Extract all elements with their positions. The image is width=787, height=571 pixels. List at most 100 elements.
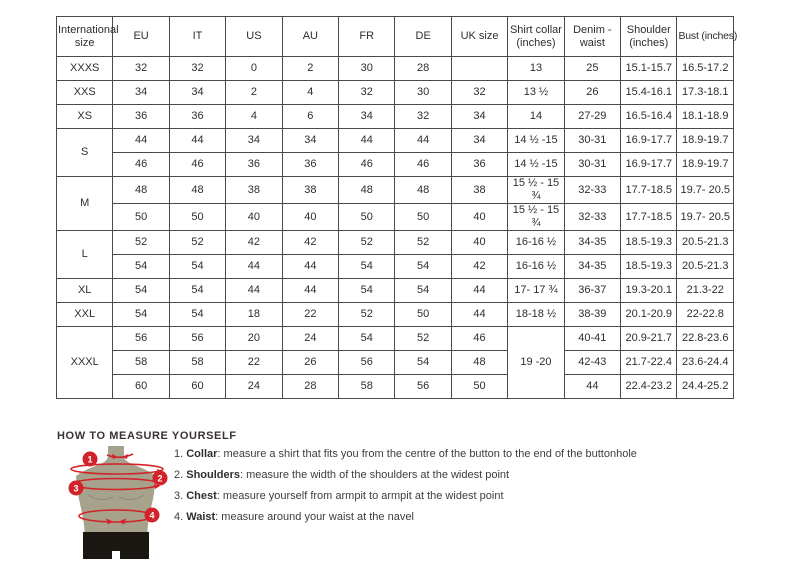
table-cell: 32: [168, 56, 227, 81]
table-cell: 30-31: [563, 128, 622, 153]
table-cell: XXXL: [55, 326, 114, 399]
table-cell: 34-35: [563, 230, 622, 255]
arrowhead: [106, 518, 113, 525]
measure-item-label: Shoulders: [186, 469, 241, 481]
table-row: M 48 48 38 38 48 48 38 15 ½ - 15 ¾ 32-33 17.7-18.5…: [55, 176, 734, 231]
table-cell: 14 ½ -15: [507, 128, 565, 153]
table-cell: 18: [225, 302, 283, 327]
table-cell: XXXS: [55, 56, 114, 81]
header-cell: IT: [168, 16, 227, 57]
table-cell: 18.9-19.7: [676, 128, 734, 153]
size-chart-body: XXXS 32 32 0 2 30 28 13 25 15.1-15.7 16.5-17.2 XXS 3…: [55, 56, 734, 399]
table-cell: 38: [450, 176, 509, 204]
table-cell: 16-16 ½: [507, 230, 565, 255]
table-cell: 34: [112, 80, 170, 105]
table-cell: 36: [168, 104, 227, 129]
table-cell: 56: [112, 326, 170, 351]
measure-item-label: Waist: [186, 511, 216, 523]
table-cell: 28: [281, 374, 340, 399]
table-cell: 2: [225, 80, 283, 105]
table-cell: 4: [225, 104, 283, 129]
table-cell: 19.7- 20.5: [676, 203, 734, 231]
table-cell: 32-33: [563, 176, 622, 204]
table-cell: 50: [168, 203, 227, 231]
measure-item-label: Chest: [186, 490, 217, 502]
size-chart-table: International size EU IT US AU FR DE UK size Shi…: [55, 16, 737, 399]
table-cell: M: [55, 176, 114, 231]
table-cell: 58: [112, 350, 170, 375]
header-cell: EU: [112, 16, 170, 57]
table-cell: 54: [338, 254, 396, 279]
marker-1-label: 1: [87, 455, 92, 465]
table-cell: 27-29: [563, 104, 622, 129]
table-cell: 44: [563, 374, 622, 399]
table-cell: 24.4-25.2: [676, 374, 734, 399]
table-row: L 52 52 42 42 52 52 40 16-16 ½ 34-35 18.5-19.3 20.5…: [55, 230, 734, 279]
table-row: XXS 34 34 2 4 32 30 32 13 ½ 26 15.4-16.1 17.3-18.1: [55, 80, 734, 105]
table-cell: 0: [225, 56, 283, 81]
table-cell: 46: [338, 152, 396, 177]
table-cell: 54: [168, 302, 227, 327]
table-cell: 30: [394, 80, 452, 105]
table-cell: 54: [112, 302, 170, 327]
table-cell: 46: [168, 152, 227, 177]
table-cell: 60: [112, 374, 170, 399]
table-cell: 56: [394, 374, 452, 399]
table-cell: 48: [112, 176, 170, 204]
measure-item-text: : measure a shirt that fits you from the…: [217, 448, 637, 460]
measure-line-collar: [106, 453, 134, 459]
table-cell: 14 ½ -15: [507, 152, 565, 177]
table-cell: 17.7-18.5: [620, 176, 678, 204]
table-cell: 46: [394, 152, 452, 177]
table-cell: 50: [112, 203, 170, 231]
table-cell: 32: [450, 80, 509, 105]
measure-item-number: 2.: [174, 469, 187, 481]
table-row: 50 50 40 40 50 50 40 15 ½ - 15 ¾ 32-33 17.7-18.5 1…: [57, 203, 734, 231]
table-cell: 21.3-22: [676, 278, 734, 303]
arrowhead: [154, 484, 160, 489]
table-cell: 52: [112, 230, 170, 255]
table-cell: 19.7- 20.5: [676, 176, 734, 204]
table-cell: 52: [338, 302, 396, 327]
table-cell: 23.6-24.4: [676, 350, 734, 375]
table-cell: 56: [168, 326, 227, 351]
table-cell: 44: [281, 278, 340, 303]
table-cell: 30-31: [563, 152, 622, 177]
table-cell: [450, 56, 509, 81]
header-cell: Bust (inches): [676, 16, 737, 57]
table-row: XL 54 54 44 44 54 54 44 17- 17 ¾ 36-37 19.3-20.1 21…: [55, 278, 734, 303]
table-cell: 50: [450, 374, 509, 399]
table-cell: 18.9-19.7: [676, 152, 734, 177]
arrowhead: [122, 454, 128, 459]
table-cell: 54: [394, 254, 452, 279]
table-cell: 54: [112, 254, 170, 279]
table-cell: 36: [112, 104, 170, 129]
table-cell: 32-33: [563, 203, 622, 231]
table-cell: 15 ½ - 15 ¾: [507, 203, 565, 231]
table-cell: 36: [450, 152, 509, 177]
table-cell: 42: [225, 230, 283, 255]
measure-item-number: 3.: [174, 490, 187, 502]
table-cell: 36: [281, 152, 340, 177]
table-cell: 26: [563, 80, 622, 105]
table-cell: 48: [394, 176, 452, 204]
table-cell: 17- 17 ¾: [507, 278, 565, 303]
mannequin-shorts: [83, 532, 149, 559]
table-cell: 44: [450, 302, 509, 327]
table-cell: 20.5-21.3: [676, 254, 734, 279]
table-cell: S: [55, 128, 114, 177]
header-cell: UK size: [450, 16, 509, 57]
header-cell: Denim - waist: [563, 16, 622, 57]
table-cell: 54: [112, 278, 170, 303]
measure-item-label: Collar: [186, 448, 218, 460]
table-cell: 40: [225, 203, 283, 231]
marker-4-label: 4: [149, 511, 154, 521]
table-cell: 54: [168, 278, 227, 303]
table-cell: 6: [281, 104, 340, 129]
table-row: XXL 54 54 18 22 52 50 44 18-18 ½ 38-39 20.1-20.9 22…: [55, 302, 734, 327]
table-cell: XXL: [55, 302, 114, 327]
marker-4: [144, 507, 160, 523]
table-cell: 19.3-20.1: [620, 278, 678, 303]
table-row: XS 36 36 4 6 34 32 34 14 27-29 16.5-16.4 18.1-18.9: [55, 104, 734, 129]
table-cell: 20.1-20.9: [620, 302, 678, 327]
